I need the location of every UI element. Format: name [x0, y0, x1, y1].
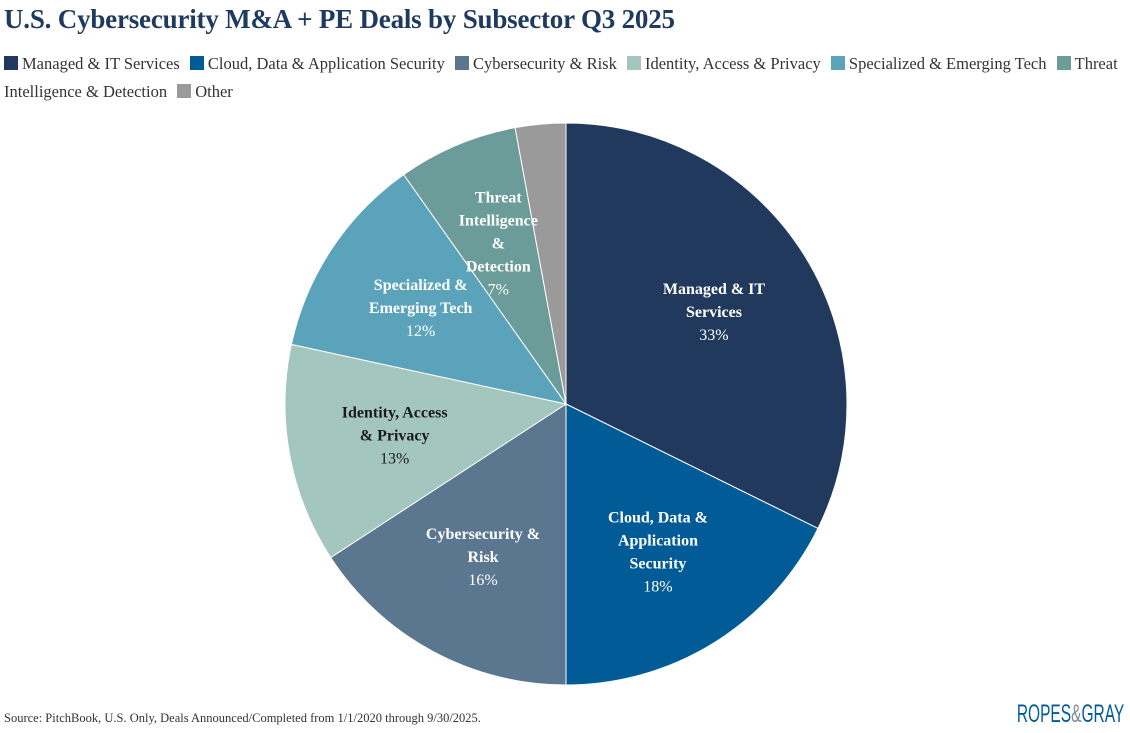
slice-label-line: Security [630, 555, 687, 572]
slice-percent: 16% [468, 572, 497, 589]
legend-swatch [454, 56, 469, 70]
slice-label-line: Intelligence [459, 212, 538, 229]
slice-percent: 18% [643, 578, 672, 595]
legend-swatch [189, 56, 204, 70]
pie-slice [284, 343, 568, 559]
legend-swatch [177, 84, 192, 98]
pie-slice [403, 127, 567, 405]
slice-label: Cybersecurity & Risk 16% [426, 526, 540, 589]
legend: Managed & IT Services Cloud, Data & Appl… [4, 50, 1129, 106]
slice-label-line: Emerging Tech [369, 300, 473, 317]
slice-label-line: Threat [475, 189, 522, 206]
slice-label-line: Specialized & [374, 277, 468, 294]
slice-label-line: & [492, 235, 505, 252]
pie-slice [565, 122, 848, 530]
slice-label-line: Managed & IT [663, 281, 766, 298]
slice-percent: 12% [406, 323, 435, 340]
legend-item: Identity, Access & Privacy [626, 54, 821, 73]
legend-swatch [626, 56, 641, 70]
source-note: Source: PitchBook, U.S. Only, Deals Anno… [4, 711, 481, 725]
slice-label: Threat Intelligence & Detection 7% [459, 189, 538, 298]
pie-slice [290, 173, 568, 405]
legend-item: Other [177, 82, 233, 101]
slice-label-line: Identity, Access [342, 405, 448, 422]
legend-label: Cloud, Data & Application Security [207, 54, 445, 73]
slice-label-line: Risk [467, 549, 498, 566]
legend-label: Other [195, 82, 233, 101]
slice-percent: 7% [488, 281, 509, 298]
ropes-gray-logo: ROPES&GRAY [1016, 700, 1124, 728]
legend-label: Identity, Access & Privacy [644, 54, 821, 73]
chart-title: U.S. Cybersecurity M&A + PE Deals by Sub… [4, 4, 675, 34]
legend-item: Cloud, Data & Application Security [189, 54, 445, 73]
legend-item: Managed & IT Services [4, 54, 180, 73]
slice-percent: 33% [699, 327, 728, 344]
slice-label-line: Application [618, 532, 698, 549]
slice-label: Identity, Access & Privacy 13% [342, 405, 448, 468]
legend-label: Managed & IT Services [22, 54, 180, 73]
slice-percent: 13% [380, 451, 409, 468]
legend-swatch [830, 56, 845, 70]
legend-label: Cybersecurity & Risk [472, 54, 617, 73]
slice-label-line: Cybersecurity & [426, 526, 540, 543]
pie-slice [329, 403, 567, 686]
pie-slice [565, 403, 819, 686]
slice-label: Managed & IT Services 33% [663, 281, 766, 344]
legend-label: Specialized & Emerging Tech [848, 54, 1047, 73]
legend-swatch [1056, 56, 1071, 70]
slice-label-line: & Privacy [360, 428, 430, 445]
slice-label-line: Cloud, Data & [608, 509, 708, 526]
slice-label-line: Detection [466, 258, 531, 275]
pie-slice [514, 122, 567, 405]
legend-swatch [4, 56, 18, 70]
legend-item: Cybersecurity & Risk [454, 54, 617, 73]
legend-item: Threat Intelligence & Detection [4, 54, 1118, 101]
legend-label: Threat Intelligence & Detection [4, 54, 1118, 101]
slice-label-line: Services [686, 304, 742, 321]
slice-label: Cloud, Data & Application Security 18% [608, 509, 708, 595]
legend-item: Specialized & Emerging Tech [830, 54, 1047, 73]
slice-label: Specialized & Emerging Tech 12% [369, 277, 473, 340]
